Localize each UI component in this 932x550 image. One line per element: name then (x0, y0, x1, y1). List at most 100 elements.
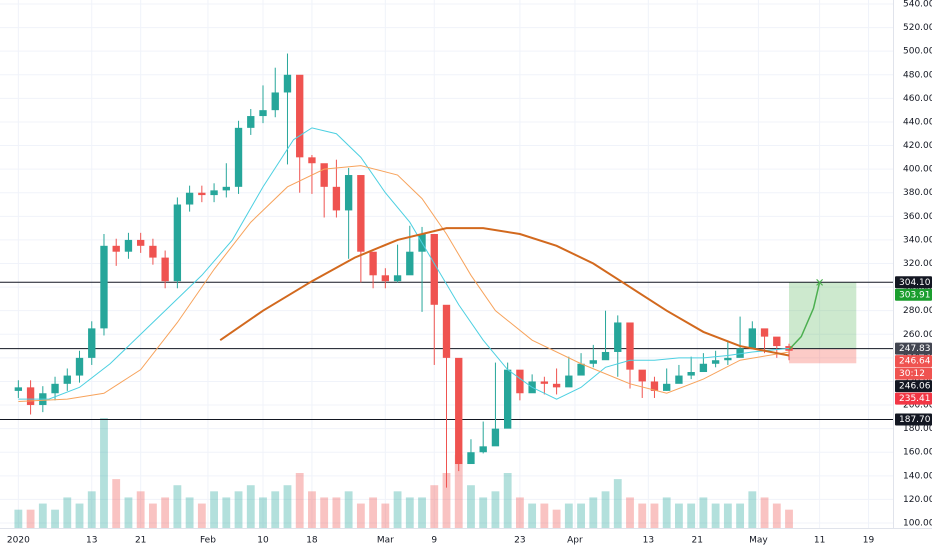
volume-bar (185, 497, 194, 528)
candle-body (626, 322, 634, 370)
x-tick-label: 21 (135, 536, 146, 546)
candle-body (577, 363, 585, 376)
volume-bar (528, 503, 537, 528)
y-tick-label: 120.00 (903, 495, 932, 505)
candle-body (63, 375, 71, 384)
volume-bar (148, 503, 157, 528)
volume-bar (112, 479, 121, 528)
candle-body (14, 387, 23, 391)
volume-bar (283, 485, 292, 528)
volume-bar (197, 503, 206, 528)
candle-body (198, 192, 206, 196)
candle-body (26, 387, 35, 406)
volume-bar (662, 497, 671, 528)
y-tick-label: 180.00 (903, 424, 932, 434)
volume-bar (418, 497, 426, 528)
y-tick-label: 160.00 (903, 448, 932, 458)
x-tick-label: 2020 (7, 536, 30, 546)
volume-bar (405, 497, 414, 528)
price-label: 187.70 (899, 415, 931, 425)
y-tick-label: 480.00 (903, 70, 932, 80)
volume-bar (308, 491, 316, 528)
x-tick-label: Apr (567, 536, 583, 546)
y-tick-label: 320.00 (903, 259, 932, 269)
candle-body (88, 328, 96, 358)
x-tick-label: 11 (814, 536, 825, 546)
y-tick-label: 360.00 (903, 212, 932, 222)
volume-bar (540, 503, 549, 528)
candle-body (308, 157, 316, 164)
volume-bar (552, 509, 561, 528)
candle-body (149, 245, 157, 258)
y-tick-label: 340.00 (903, 235, 932, 245)
candle-body (760, 328, 769, 337)
volume-bar (430, 485, 439, 528)
candle-body (137, 239, 145, 246)
volume-bar (51, 509, 59, 528)
candle-body (430, 234, 438, 305)
volume-bar (210, 491, 218, 528)
candle-body (185, 192, 194, 205)
moving-average (219, 227, 790, 357)
volume-bar (161, 497, 170, 528)
candle-body (601, 351, 610, 361)
volume-bar (687, 503, 696, 528)
y-tick-label: 280.00 (903, 306, 932, 316)
volume-bar (467, 485, 475, 528)
volume-bar (723, 503, 732, 528)
candle-body (296, 74, 304, 158)
candle-body (711, 360, 720, 364)
volume-bar (711, 503, 720, 528)
candle-body (393, 275, 402, 282)
volume-bar (503, 473, 512, 528)
candle-body (369, 251, 377, 276)
volume-bar (515, 497, 524, 528)
candle-body (663, 383, 671, 391)
candle-body (357, 175, 365, 252)
volume-bar (295, 473, 304, 528)
candle-body (210, 190, 218, 196)
price-label-box (895, 392, 932, 405)
candle-body (467, 452, 475, 465)
price-label: 247.83 (899, 344, 931, 354)
volume-bar (381, 503, 390, 528)
candle-body (112, 245, 120, 252)
y-tick-label: 400.00 (903, 165, 932, 175)
y-tick-label: 260.00 (903, 330, 932, 340)
candle-body (589, 360, 597, 364)
candle-body (773, 336, 781, 347)
candle-body (675, 375, 683, 384)
x-tick-label: 23 (514, 536, 525, 546)
volume-bar (63, 497, 72, 528)
candle-body (638, 369, 646, 382)
candle-body (785, 346, 793, 351)
volume-bar (136, 491, 145, 528)
price-label-box (895, 367, 932, 380)
price-label-box (895, 380, 932, 393)
candle-body (699, 363, 708, 373)
candle-body (503, 369, 512, 429)
x-tick-label: Mar (377, 536, 394, 546)
candle-body (455, 357, 463, 465)
volume-bar (222, 497, 231, 528)
candle-body (736, 348, 744, 358)
price-label-box (895, 342, 932, 355)
volume-bar (87, 491, 96, 528)
candle-body (565, 375, 573, 388)
volume-bar (699, 497, 708, 528)
volume-bar (650, 503, 659, 528)
candle-body (51, 383, 59, 394)
projection-end-marker (816, 278, 824, 286)
volume-bar (454, 454, 463, 528)
candle-body (491, 428, 500, 447)
y-tick-label: 520.00 (903, 23, 932, 33)
volume-bar (479, 497, 488, 528)
volume-bar (564, 503, 573, 528)
candle-body (124, 239, 133, 252)
y-tick-label: 100.00 (903, 519, 932, 529)
y-tick-label: 140.00 (903, 471, 932, 481)
candle-body (406, 251, 414, 276)
volume-bar (259, 497, 267, 528)
candle-body (161, 257, 169, 282)
